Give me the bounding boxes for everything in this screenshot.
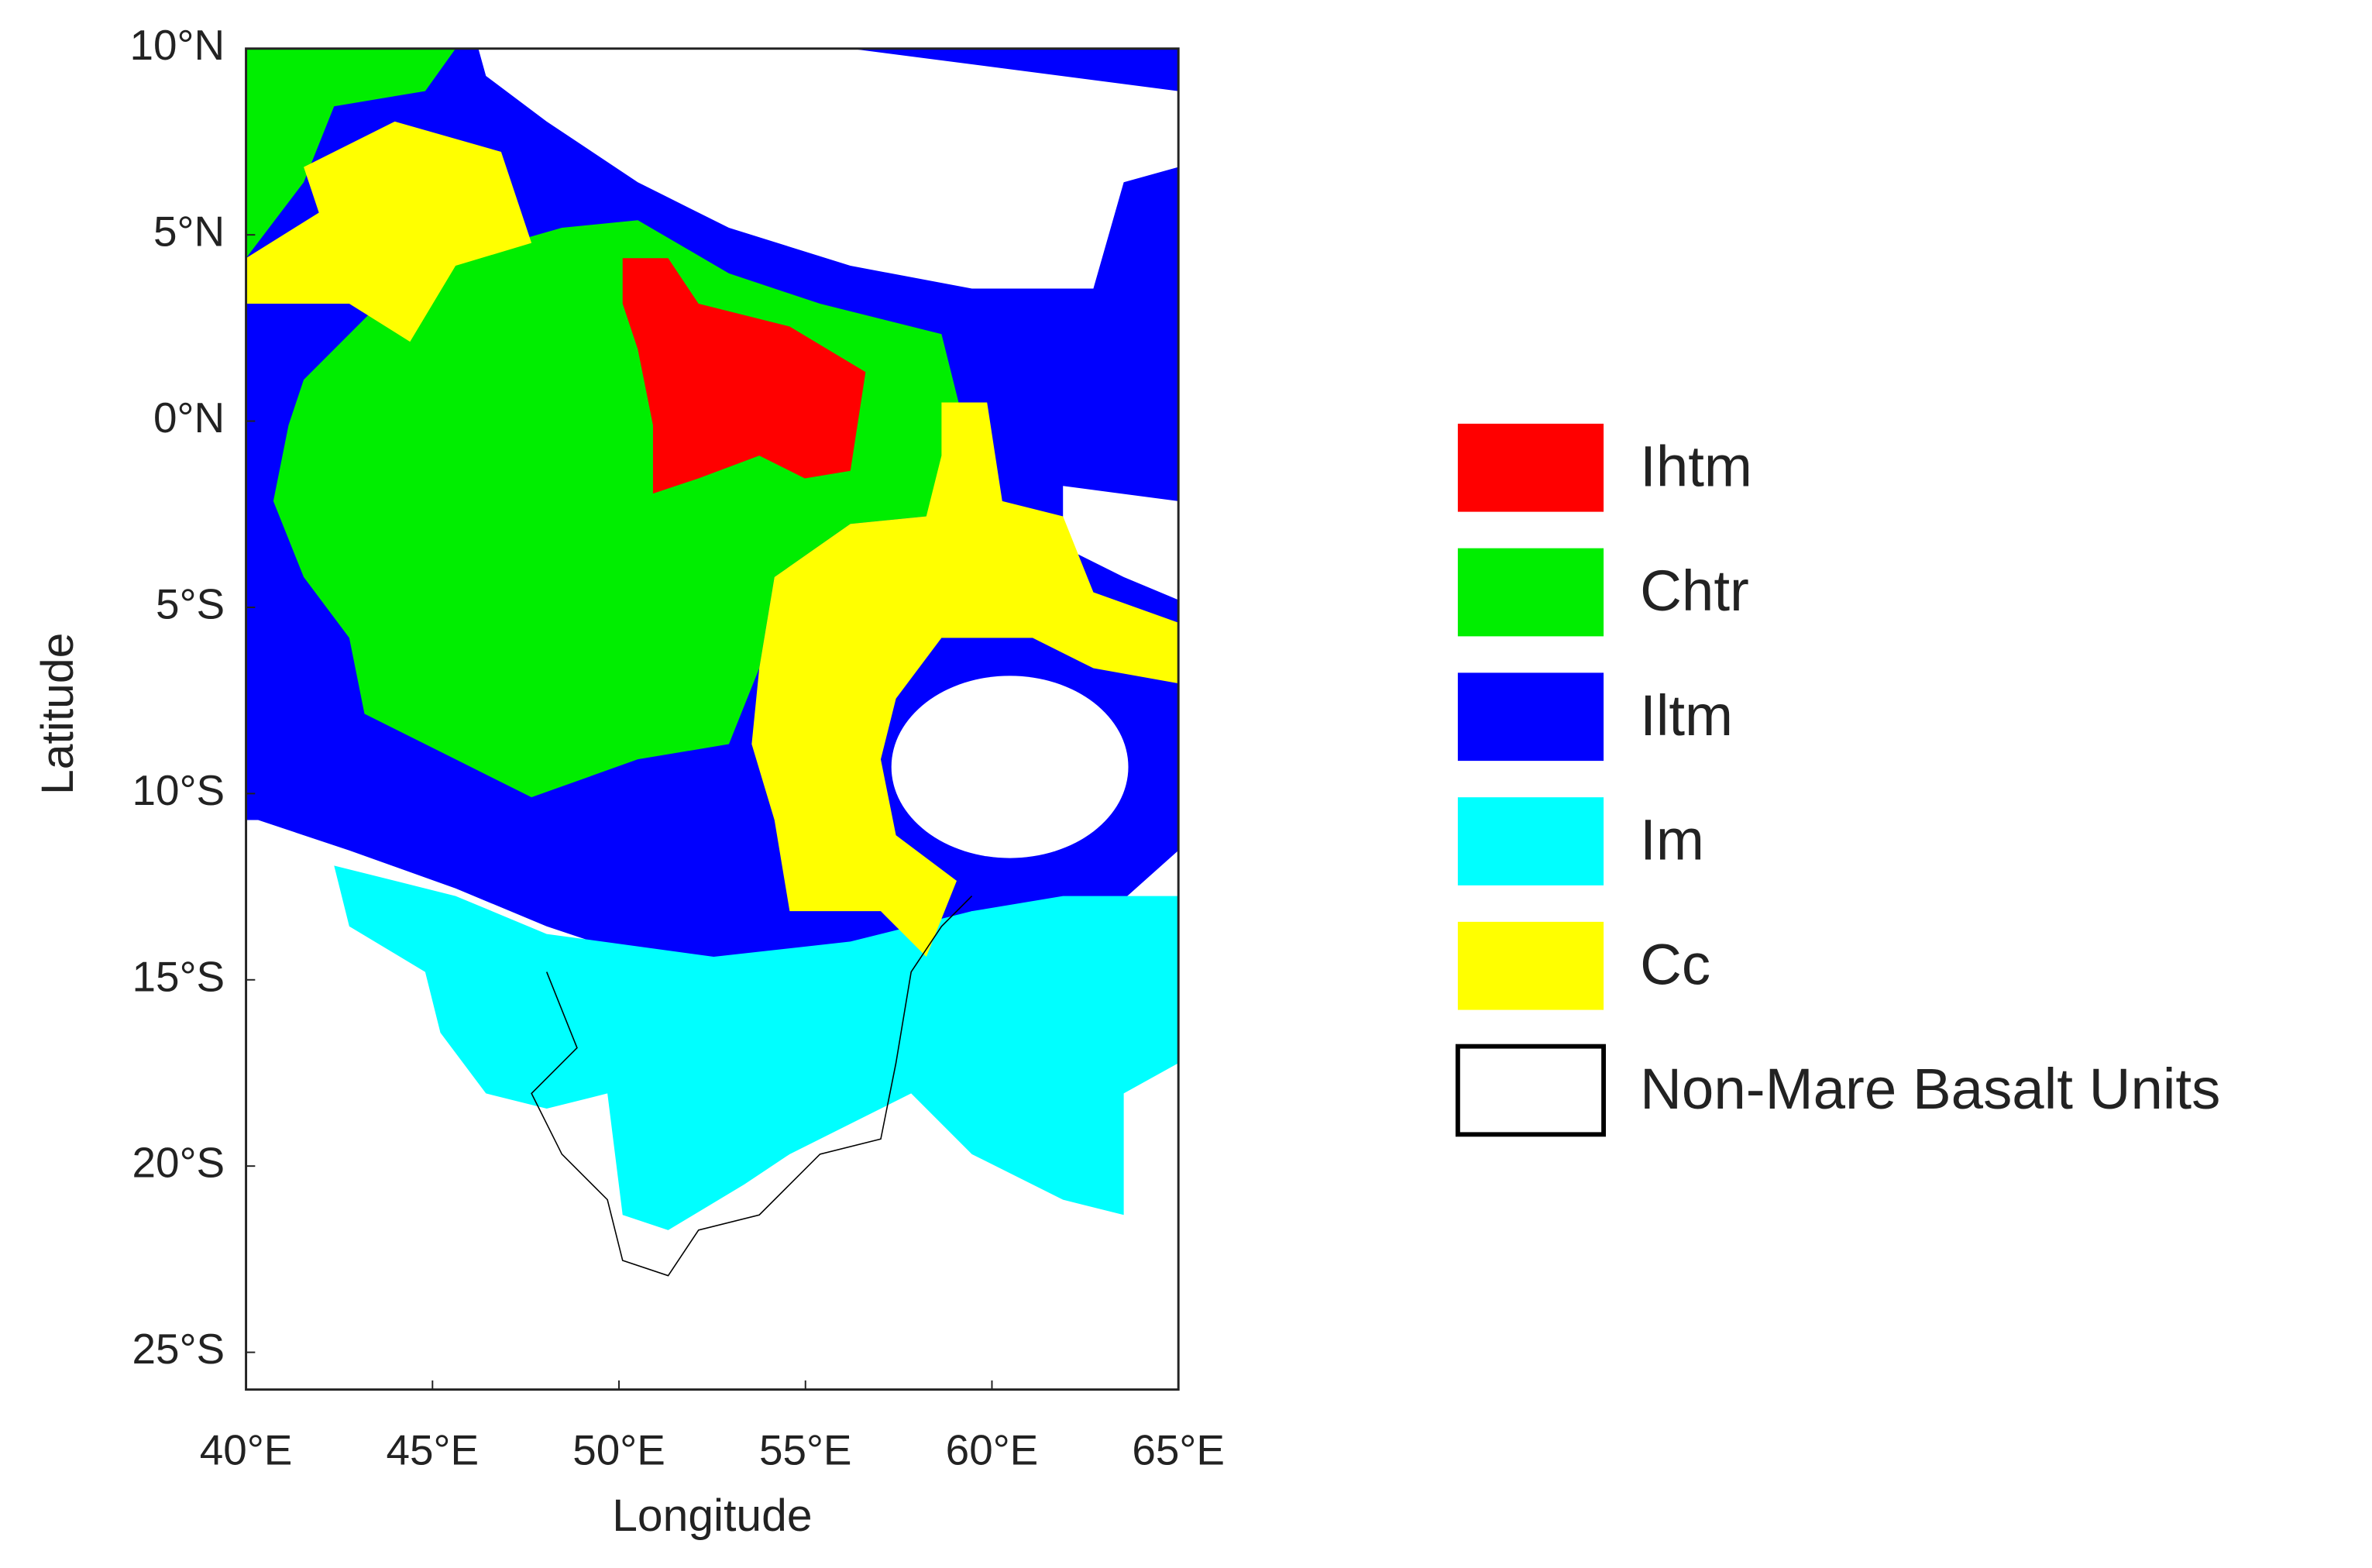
y-tick-label: 0°N	[153, 394, 225, 442]
legend-swatch	[1457, 548, 1604, 637]
basalt-contour	[531, 896, 973, 1277]
legend-label: Im	[1640, 808, 1704, 872]
y-tick-label: 20°S	[132, 1139, 225, 1187]
y-tick-label: 5°N	[153, 208, 225, 256]
cc-region	[751, 402, 1179, 957]
y-tick-label: 5°S	[156, 579, 225, 628]
legend-label: Non-Mare Basalt Units	[1640, 1057, 2220, 1121]
y-tick-label: 25°S	[132, 1325, 225, 1373]
x-tick-label: 45°E	[387, 1425, 480, 1473]
legend-label: Cc	[1640, 932, 1710, 996]
generated: 40°E 45°E 50°E 55°E 60°E 65°E 10°N 5°N 0°N 5°S 10°…	[130, 21, 2221, 1473]
y-tick-label: 10°N	[130, 21, 225, 69]
x-tick-label: 55°E	[759, 1425, 852, 1473]
plot-frame	[245, 47, 1180, 1391]
cc-region	[246, 121, 532, 342]
non-mare-region	[1063, 486, 1179, 600]
x-axis-label: Longitude	[612, 1491, 812, 1541]
y-axis-label: Latitude	[33, 633, 83, 795]
y-tick-label: 15°S	[132, 952, 225, 1000]
legend-swatch	[1457, 921, 1604, 1010]
x-tick-label: 60°E	[946, 1425, 1039, 1473]
y-tick-label: 10°S	[132, 766, 225, 814]
x-tick-label: 40°E	[200, 1425, 293, 1473]
legend-label: Ihtm	[1640, 434, 1752, 498]
ihtm-region	[622, 258, 866, 494]
chtr-region	[246, 48, 456, 259]
legend-swatch	[1457, 797, 1604, 885]
map-area	[246, 48, 1179, 1390]
legend-label: Iltm	[1640, 683, 1733, 748]
im-region	[334, 865, 1179, 1230]
x-tick-label: 65°E	[1132, 1425, 1225, 1473]
legend-swatch	[1455, 1044, 1607, 1137]
legend-swatch	[1457, 423, 1604, 512]
legend-swatch	[1457, 672, 1604, 762]
x-tick-label: 50°E	[572, 1425, 665, 1473]
non-mare-region	[891, 676, 1129, 858]
legend-label: Chtr	[1640, 559, 1749, 623]
non-mare-region	[478, 48, 1179, 289]
